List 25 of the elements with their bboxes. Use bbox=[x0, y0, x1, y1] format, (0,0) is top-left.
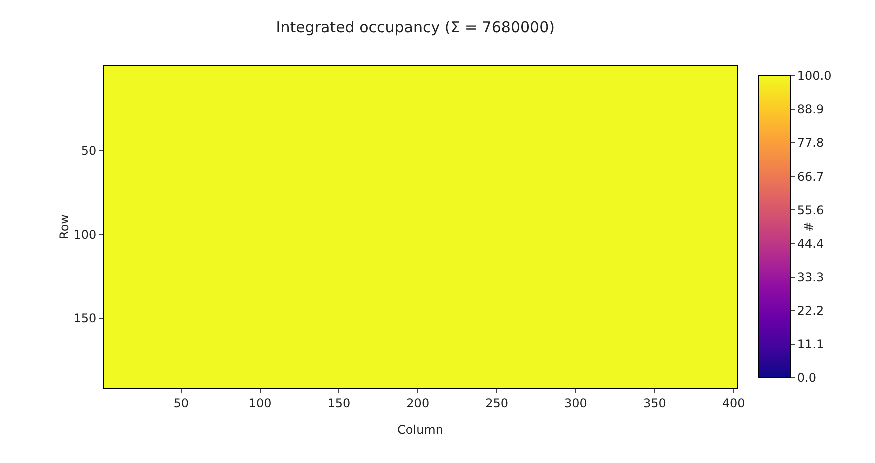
y-tick-label: 100 bbox=[74, 228, 97, 242]
x-tick-label: 250 bbox=[486, 396, 509, 410]
chart-title: Integrated occupancy (Σ = 7680000) bbox=[276, 18, 555, 36]
x-axis-title: Column bbox=[398, 423, 444, 437]
x-tick-label: 100 bbox=[248, 396, 272, 410]
x-tick-label: 50 bbox=[174, 396, 189, 410]
y-tick-label: 150 bbox=[74, 312, 97, 326]
x-tick-label: 350 bbox=[643, 396, 666, 410]
color-bar-label: 11.1 bbox=[797, 338, 824, 352]
x-tick-label: 150 bbox=[328, 396, 351, 410]
x-tick-label: 200 bbox=[406, 396, 430, 410]
color-bar-label: 55.6 bbox=[797, 203, 824, 218]
color-bar-label: 100.0 bbox=[797, 69, 832, 84]
color-bar-label: 33.3 bbox=[797, 270, 824, 285]
color-bar-label: 44.4 bbox=[797, 237, 824, 252]
y-axis-title: Row bbox=[58, 214, 72, 240]
color-bar-label: 77.8 bbox=[797, 136, 824, 150]
y-tick-label: 50 bbox=[81, 144, 97, 158]
color-bar-label: 0.0 bbox=[797, 371, 816, 386]
color-bar-label: 22.2 bbox=[797, 304, 824, 318]
color-bar-title: # bbox=[802, 222, 816, 232]
x-tick-label: 300 bbox=[564, 396, 588, 410]
color-bar-label: 66.7 bbox=[797, 170, 824, 184]
color-bar-label: 88.9 bbox=[797, 102, 824, 117]
x-tick-label: 400 bbox=[722, 396, 746, 410]
